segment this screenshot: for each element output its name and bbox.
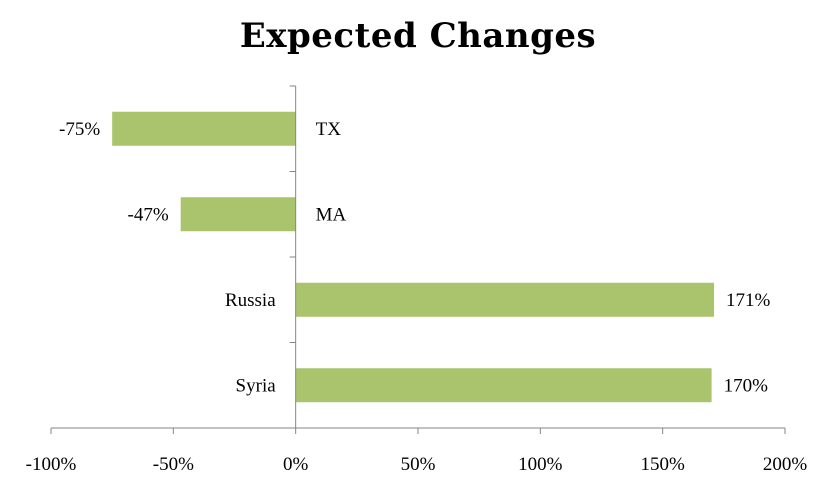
data-label: -75%: [59, 119, 100, 140]
bar-russia: [295, 282, 715, 317]
data-label: 170%: [724, 375, 769, 396]
x-tick-label: 50%: [401, 454, 436, 475]
data-label: -47%: [128, 204, 169, 225]
chart-title: Expected Changes: [239, 16, 597, 56]
category-label: Syria: [236, 375, 277, 396]
x-tick-label: 200%: [763, 454, 808, 475]
category-label: TX: [316, 119, 342, 140]
bar-ma: [180, 197, 296, 232]
category-label: MA: [316, 204, 347, 225]
x-tick-label: 100%: [518, 454, 563, 475]
bar-syria: [295, 368, 712, 403]
category-label: Russia: [225, 290, 276, 311]
x-tick-label: 0%: [283, 454, 309, 475]
x-tick-label: -100%: [26, 454, 77, 475]
x-tick-label: -50%: [153, 454, 194, 475]
data-label: 171%: [726, 290, 771, 311]
bar-tx: [112, 111, 296, 146]
x-tick-label: 150%: [641, 454, 686, 475]
